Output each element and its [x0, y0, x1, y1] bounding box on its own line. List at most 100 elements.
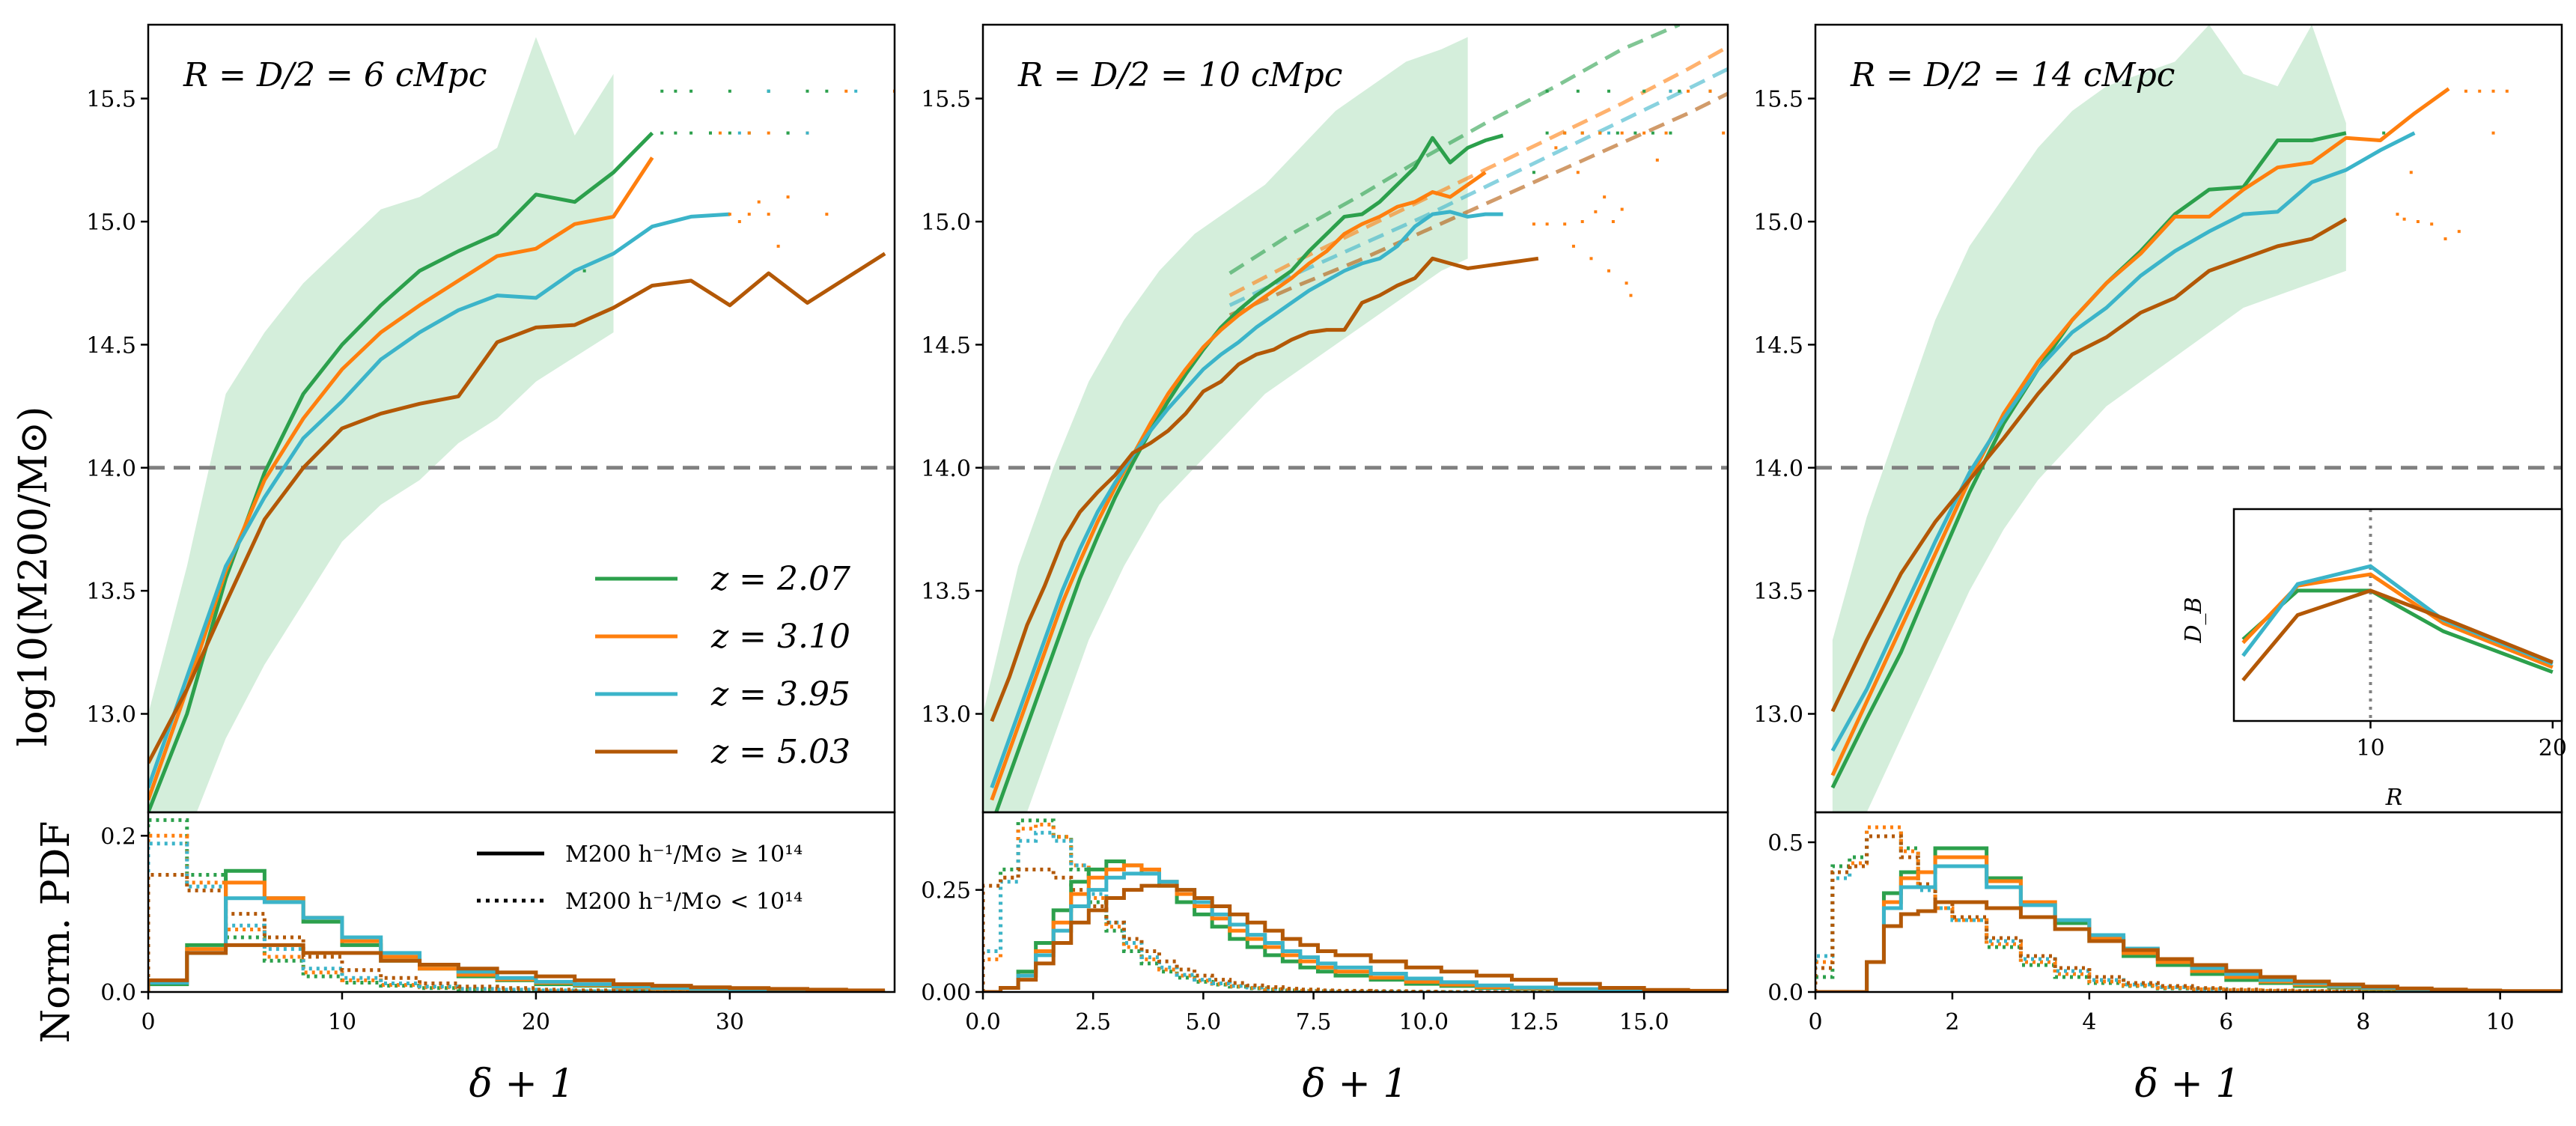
scatter-point: [776, 244, 780, 248]
series-line-2-1: [990, 171, 1487, 801]
scatter-point: [1708, 89, 1712, 93]
scatter-point: [1532, 171, 1535, 174]
y-tick-label: 15.5: [1753, 87, 1803, 113]
scatter-point: [1532, 222, 1535, 226]
scatter-point: [660, 89, 664, 93]
scatter-point: [1620, 131, 1624, 135]
x-tick-label: 2.5: [1075, 1009, 1111, 1035]
pdf-solid-2-1: [983, 863, 1728, 992]
x-tick-label: 7.5: [1296, 1009, 1332, 1035]
y-tick-label: 13.0: [1753, 702, 1803, 728]
scatter-point: [757, 200, 761, 204]
pdf-dotted-1-0: [148, 818, 886, 992]
scatter-point: [1545, 222, 1549, 226]
scatter-point: [825, 89, 829, 93]
series-line-1-3: [148, 252, 886, 764]
y-tick-label: 15.0: [1753, 210, 1803, 236]
y-tick-label: 13.0: [921, 702, 971, 728]
scatter-point: [1571, 244, 1575, 248]
pdf-solid-3-0: [1815, 846, 2562, 992]
y-tick-label: 14.0: [921, 456, 971, 482]
scatter-band-1: [148, 37, 614, 812]
y-tick-label: 15.0: [86, 210, 136, 236]
scatter-point: [1655, 158, 1659, 162]
scatter-point: [747, 131, 751, 135]
pdf-y-tick-label: 0.5: [1767, 830, 1803, 856]
x-tick-label: 6: [2219, 1009, 2233, 1035]
band-layer: [148, 25, 2346, 812]
pdf-solid-1-3: [148, 943, 886, 992]
scatter-point: [1669, 89, 1672, 93]
series-line-2-2: [990, 210, 1503, 788]
fit-curve-2-1: [1228, 45, 1728, 297]
scatter-point: [1603, 195, 1607, 199]
y-tick-label: 13.0: [86, 702, 136, 728]
panel-title-2: R = D/2 = 10 cMpc: [1017, 56, 1342, 94]
y-tick-label: 14.0: [86, 456, 136, 482]
scatter-point: [844, 89, 848, 93]
scatter-point: [1664, 131, 1668, 135]
x-axis-label-panel-3: δ + 1: [2134, 1062, 2240, 1107]
x-tick-label: 0: [141, 1009, 155, 1035]
scatter-band-3: [1832, 25, 2346, 812]
x-tick-label: 20: [522, 1009, 550, 1035]
scatter-point: [708, 131, 712, 135]
scatter-point: [1607, 131, 1611, 135]
series-line-1-0: [148, 131, 654, 812]
scatter-point: [1633, 131, 1637, 135]
y-tick-label: 13.5: [921, 579, 971, 605]
legend-z-label-0: z = 2.07: [710, 560, 850, 598]
fit-curve-2-0: [1228, 25, 1681, 276]
x-axis-label-panel-2: δ + 1: [1302, 1062, 1407, 1107]
scatter-point: [825, 213, 829, 216]
scatter-point: [854, 89, 858, 93]
legend-z-label-1: z = 3.10: [710, 618, 850, 656]
series-line-3-2: [1830, 131, 2416, 752]
panel-title-3: R = D/2 = 14 cMpc: [1850, 56, 2175, 94]
scatter-point: [767, 131, 770, 135]
x-tick-label: 10.0: [1398, 1009, 1449, 1035]
scatter-point: [1580, 131, 1584, 135]
scatter-point: [718, 131, 722, 135]
y-tick-label: 15.5: [921, 87, 971, 113]
scatter-point: [1687, 89, 1690, 93]
scatter-point: [2402, 217, 2406, 221]
scatter-point: [806, 131, 809, 135]
series-line-2-0: [994, 133, 1504, 812]
pdf-dotted-2-3: [983, 867, 1728, 992]
pdf-solid-3-1: [1815, 855, 2562, 992]
scatter-point: [2396, 213, 2399, 216]
scatter-point: [2430, 222, 2434, 226]
pdf-y-tick-label: 0.0: [1767, 980, 1803, 1006]
scatter-point: [806, 89, 809, 93]
panel-title-1: R = D/2 = 6 cMpc: [183, 56, 487, 94]
series-line-1-2: [148, 212, 731, 788]
scatter-point: [786, 131, 790, 135]
scatter-point: [2478, 89, 2482, 93]
main-layer: 13.013.514.014.515.015.50.00.20 10 20 3013.…: [86, 23, 2567, 1035]
scatter-point: [2443, 237, 2447, 241]
scatter-point: [2457, 230, 2461, 234]
scatter-point: [1625, 282, 1628, 285]
scatter-point: [1620, 207, 1624, 211]
pdf-solid-2-2: [983, 871, 1728, 992]
pdf-dotted-3-3: [1815, 834, 2562, 992]
y-tick-label: 14.5: [86, 332, 136, 359]
scatter-point: [737, 131, 741, 135]
scatter-point: [674, 131, 678, 135]
scatter-point: [1678, 89, 1681, 93]
x-tick-label: 10: [2486, 1009, 2515, 1035]
pdf-y-tick-label: 0.0: [100, 980, 136, 1006]
scatter-point: [1576, 171, 1580, 174]
scatter-point: [2382, 131, 2386, 135]
x-tick-label: 8: [2356, 1009, 2370, 1035]
scatter-point: [1607, 89, 1611, 93]
scatter-point: [1722, 131, 1726, 135]
scatter-point: [728, 131, 731, 135]
x-tick-label: 15.0: [1619, 1009, 1669, 1035]
y-tick-label: 14.5: [921, 332, 971, 359]
scatter-point: [1545, 89, 1549, 93]
legend-z-label-2: z = 3.95: [710, 675, 850, 713]
x-tick-label: 10: [328, 1009, 356, 1035]
